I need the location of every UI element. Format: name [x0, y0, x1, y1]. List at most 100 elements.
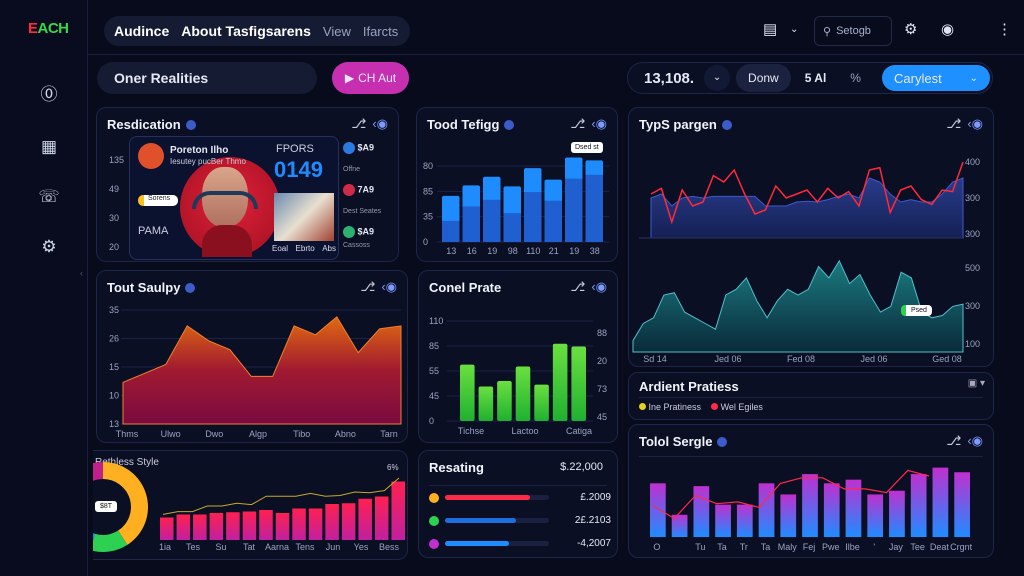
x-tick-label: Tes [186, 542, 201, 552]
x-tick-label: Abno [335, 429, 356, 439]
x-tick-label: Maly [778, 542, 798, 552]
bar [758, 483, 775, 537]
export-icon[interactable]: ⎇ [360, 279, 376, 294]
trend-line [162, 477, 400, 515]
legend-item[interactable]: Wel Egiles [711, 402, 763, 412]
legend-item[interactable]: Ine Pratiness [639, 402, 701, 412]
more-icon[interactable]: ⋮ [997, 21, 1012, 38]
nav-impacts[interactable]: Ifarcts [362, 23, 399, 39]
export-icon[interactable]: ⎇ [351, 116, 367, 131]
nav-about[interactable]: About Tasfigsarens [181, 23, 311, 39]
nav-view[interactable]: View [322, 23, 351, 39]
bar-bottom [544, 200, 562, 242]
list-item[interactable]: $A9 Offne [343, 142, 375, 173]
x-tick-label: Ged 08 [932, 354, 962, 364]
chevron-down-icon[interactable]: ⌄ [704, 65, 731, 91]
x-tick-label: 1ia [159, 542, 171, 552]
search-input[interactable]: ⚲ Setogb [814, 16, 892, 46]
media-label: PAMA [138, 225, 169, 237]
thumbnail-image [274, 193, 334, 241]
list-item[interactable]: $A9 Cassoss [343, 226, 375, 249]
y-axis: 135 49 30 20 [109, 155, 125, 252]
bar [823, 483, 840, 537]
bar [910, 474, 927, 537]
export-icon[interactable]: ⎇ [946, 116, 962, 131]
bar [226, 512, 240, 540]
filter-select[interactable]: Oner Realities [97, 62, 317, 94]
status-dot [429, 492, 439, 503]
info-icon[interactable] [185, 119, 196, 130]
bar [325, 504, 339, 540]
export-icon[interactable]: ⎇ [570, 279, 586, 294]
person-body [202, 225, 252, 257]
settings-icon[interactable]: ⚙ [904, 21, 918, 38]
logo[interactable]: EACH [28, 20, 69, 37]
panel-title: Resating [429, 460, 484, 475]
area [122, 316, 402, 425]
share-icon[interactable]: ‹◉ [591, 116, 607, 131]
top-area [650, 177, 964, 239]
chevron-down-icon[interactable]: ⌄ [790, 24, 799, 35]
bar [391, 481, 405, 540]
bar [534, 384, 549, 421]
tooltip: Dsed st [571, 142, 603, 153]
progress-row[interactable]: £.2009 [429, 486, 611, 509]
y-tick-label: 400 [965, 157, 980, 167]
info-icon[interactable] [504, 119, 515, 130]
info-icon[interactable] [717, 436, 728, 447]
bar [358, 498, 372, 540]
panel-resating: Resating $.22,000 £.2009 2£.2103 -4,2007 [418, 450, 618, 558]
progress-row[interactable]: -4,2007 [429, 532, 611, 555]
options-dropdown[interactable]: ▣ ▾ [967, 378, 985, 389]
progress-bar [445, 495, 549, 500]
bar [867, 494, 884, 537]
export-icon[interactable]: ⎇ [946, 433, 962, 448]
share-icon[interactable]: ‹◉ [591, 279, 607, 294]
share-icon[interactable]: ‹◉ [967, 433, 983, 448]
donut-slice [93, 462, 103, 481]
grid-icon[interactable]: ▦ [40, 137, 58, 156]
share-icon[interactable]: ‹◉ [967, 116, 983, 131]
bar [497, 381, 512, 421]
phone-icon[interactable]: ☏ [38, 187, 60, 206]
progress-row[interactable]: 2£.2103 [429, 509, 611, 532]
action-button[interactable]: ▶ CH Aut [332, 62, 409, 94]
info-icon[interactable] [721, 119, 732, 130]
segment-2[interactable]: 5 Al [804, 71, 827, 85]
profile-icon[interactable]: ◉ [941, 21, 955, 38]
play-icon: ▶ [344, 71, 355, 85]
bar [552, 343, 568, 421]
bar [889, 490, 905, 537]
share-icon[interactable]: ‹◉ [381, 279, 397, 294]
x-tick-label: Ulwo [161, 429, 181, 439]
media-card[interactable]: Poreton Ilho Iesutey pucBer Thmo Sorens … [129, 136, 339, 260]
x-tick-label: Su [215, 542, 226, 552]
document-icon[interactable]: ▤ [763, 21, 778, 38]
y-tick-label: 45 [597, 412, 607, 422]
bar [341, 503, 356, 540]
panel-rethless-style: Rethless Style 1ia Tes Su Tat Aarna Tens Jun Ye… [93, 450, 408, 560]
segment-3[interactable]: % [850, 71, 861, 85]
y-tick-label: 85 [423, 186, 433, 196]
panel-title: Resdication [107, 117, 181, 132]
share-icon[interactable]: ‹◉ [372, 116, 388, 131]
x-tick-label: Jun [326, 542, 341, 552]
circle-info-icon[interactable]: ⓪ [40, 85, 58, 104]
list-item[interactable]: 7A9 Dest Seates [343, 184, 382, 215]
nav-audience[interactable]: Audince [114, 23, 170, 39]
x-tick-label: Tarn [380, 429, 398, 439]
export-icon[interactable]: ⎇ [570, 116, 586, 131]
gear-icon[interactable]: ⚙ [41, 237, 57, 256]
y-tick-label: 55 [429, 366, 439, 376]
bar [193, 514, 207, 540]
collapse-icon[interactable]: ‹ [80, 268, 83, 278]
info-icon[interactable] [185, 282, 196, 293]
segment-1[interactable]: Donw [736, 64, 791, 92]
search-icon: ⚲ [823, 25, 832, 38]
primary-select[interactable]: Carylest ⌄ [882, 65, 990, 91]
bar [478, 386, 494, 421]
x-tick-label: Bess [379, 542, 400, 552]
y-tick-label: 35 [423, 212, 433, 222]
bar [845, 479, 862, 537]
row-value: -4,2007 [577, 538, 611, 549]
